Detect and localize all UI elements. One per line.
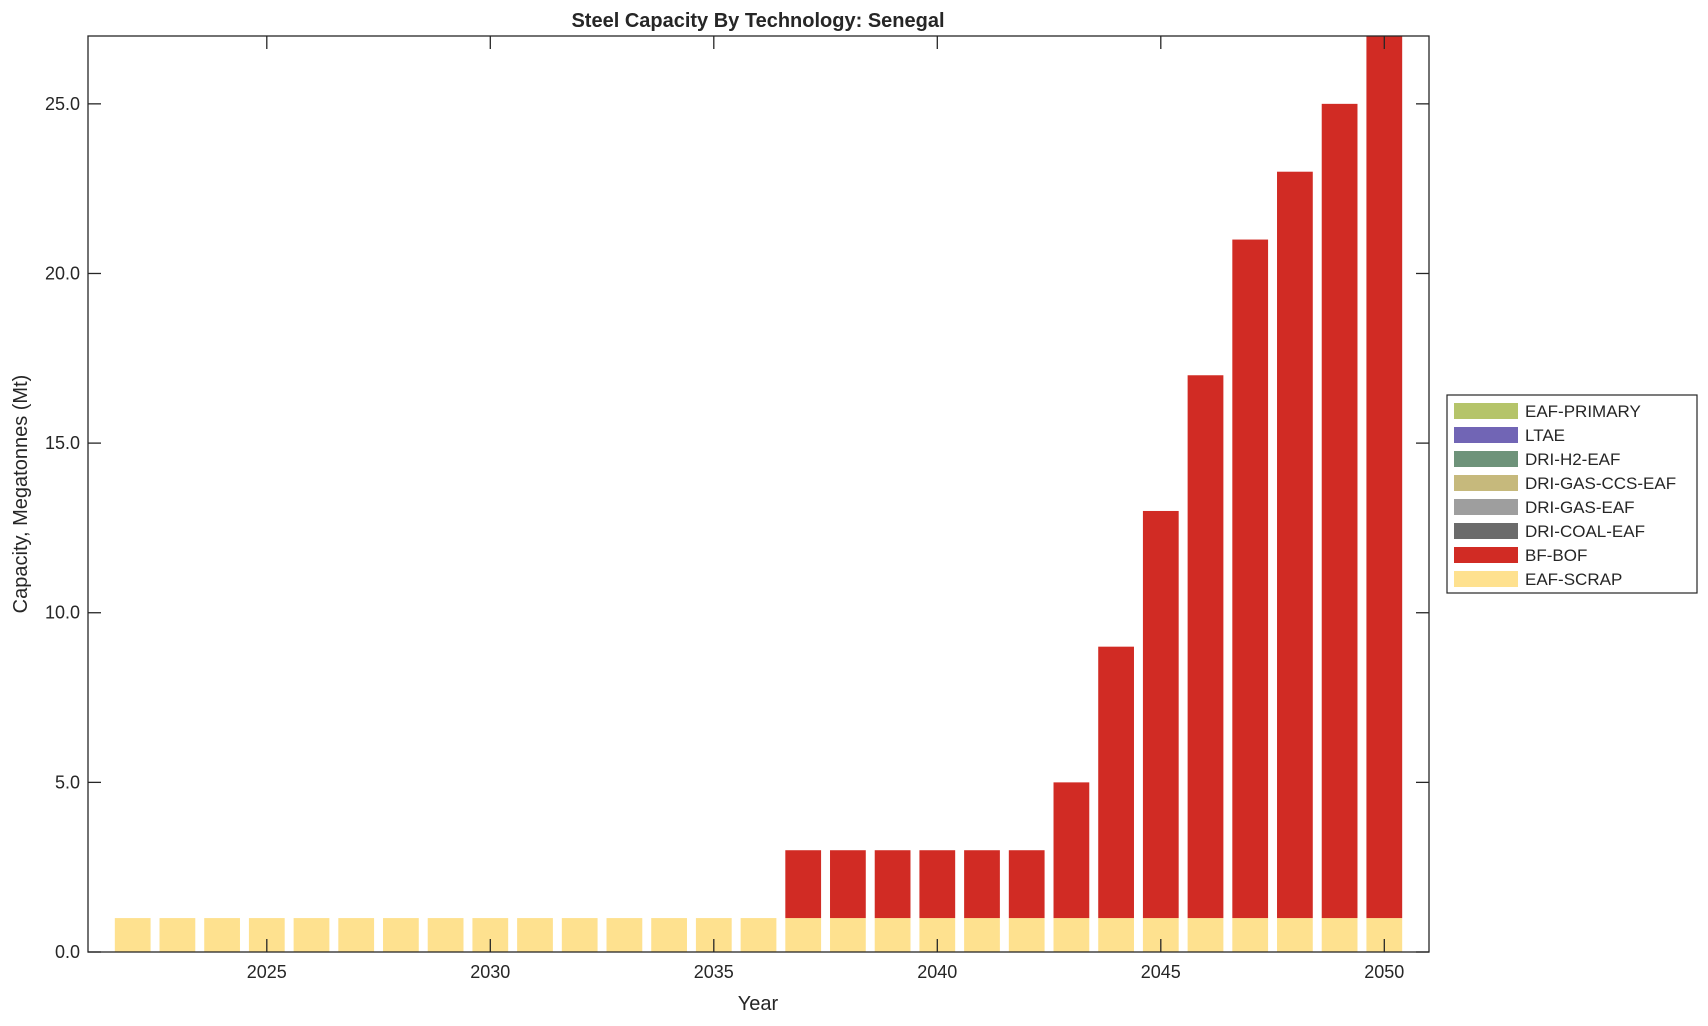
legend-label: BF-BOF xyxy=(1525,546,1587,565)
bar-bf-bof-2050 xyxy=(1366,36,1403,919)
legend-label: EAF-SCRAP xyxy=(1525,570,1622,589)
legend-swatch-bf-bof xyxy=(1454,547,1518,563)
bar-bf-bof-2049 xyxy=(1321,103,1358,919)
plot-frame xyxy=(87,35,1430,953)
bar-eaf-scrap-2047 xyxy=(1232,918,1269,952)
bar-eaf-scrap-2027 xyxy=(338,918,375,952)
bar-eaf-scrap-2029 xyxy=(427,918,464,952)
legend-swatch-dri-gas-ccs-eaf xyxy=(1454,475,1518,491)
bar-eaf-scrap-2034 xyxy=(651,918,687,952)
bar-bf-bof-2046 xyxy=(1187,375,1224,919)
y-tick-label: 20.0 xyxy=(45,263,80,283)
y-axis-label: Capacity, Megatonnes (Mt) xyxy=(10,375,32,614)
bar-eaf-scrap-2043 xyxy=(1053,918,1090,952)
x-tick-label: 2030 xyxy=(470,962,510,982)
bar-eaf-scrap-2037 xyxy=(785,918,822,952)
axes-group: 2025 2030 2035 2040 2045 2050 0.0 5.0 10.0 15.0 20… xyxy=(45,35,1430,982)
x-tick-label: 2025 xyxy=(247,962,287,982)
bar-bf-bof-2044 xyxy=(1098,646,1134,919)
x-tick-label: 2040 xyxy=(917,962,957,982)
bar-bf-bof-2038 xyxy=(830,850,866,919)
y-tick-label: 10.0 xyxy=(45,603,80,623)
bar-eaf-scrap-2048 xyxy=(1277,918,1313,952)
bar-eaf-scrap-2038 xyxy=(830,918,866,952)
y-tick-label: 25.0 xyxy=(45,94,80,114)
bar-bf-bof-2045 xyxy=(1142,510,1179,919)
legend-label: DRI-GAS-EAF xyxy=(1525,498,1635,517)
y-tick-label: 15.0 xyxy=(45,433,80,453)
x-axis-label: Year xyxy=(738,993,779,1015)
legend-label: LTAE xyxy=(1525,426,1565,445)
bar-eaf-scrap-2028 xyxy=(383,918,419,952)
bar-bf-bof-2047 xyxy=(1232,239,1269,919)
x-tick-label: 2045 xyxy=(1141,962,1181,982)
legend-label: DRI-GAS-CCS-EAF xyxy=(1525,474,1676,493)
bar-eaf-scrap-2044 xyxy=(1098,918,1134,952)
bar-eaf-scrap-2042 xyxy=(1008,918,1045,952)
legend-swatch-ltae xyxy=(1454,427,1518,443)
bar-eaf-scrap-2024 xyxy=(204,918,240,952)
legend-swatch-eaf-primary xyxy=(1454,403,1518,419)
x-tick-label: 2035 xyxy=(694,962,734,982)
bar-bf-bof-2042 xyxy=(1008,850,1045,919)
y-tick-label: 5.0 xyxy=(55,772,80,792)
legend-swatch-eaf-scrap xyxy=(1454,571,1518,587)
bar-bf-bof-2041 xyxy=(964,850,1000,919)
x-tick-label: 2050 xyxy=(1364,962,1404,982)
legend-label: DRI-COAL-EAF xyxy=(1525,522,1645,541)
bar-eaf-scrap-2031 xyxy=(517,918,553,952)
bars-group xyxy=(114,36,1403,952)
bar-eaf-scrap-2026 xyxy=(293,918,330,952)
bar-eaf-scrap-2022 xyxy=(114,918,151,952)
bar-eaf-scrap-2033 xyxy=(606,918,643,952)
bar-eaf-scrap-2036 xyxy=(740,918,777,952)
legend: EAF-PRIMARY LTAE DRI-H2-EAF DRI-GAS-CCS-EAF… xyxy=(1446,394,1698,594)
bar-bf-bof-2040 xyxy=(919,850,956,919)
y-tick-label: 0.0 xyxy=(55,942,80,962)
legend-swatch-dri-h2-eaf xyxy=(1454,451,1518,467)
legend-swatch-dri-gas-eaf xyxy=(1454,499,1518,515)
bar-eaf-scrap-2049 xyxy=(1321,918,1358,952)
legend-label: DRI-H2-EAF xyxy=(1525,450,1620,469)
bar-eaf-scrap-2032 xyxy=(561,918,598,952)
bar-eaf-scrap-2023 xyxy=(159,918,196,952)
bar-bf-bof-2039 xyxy=(874,850,911,919)
legend-label: EAF-PRIMARY xyxy=(1525,402,1641,421)
legend-swatch-dri-coal-eaf xyxy=(1454,523,1518,539)
bar-bf-bof-2037 xyxy=(785,850,822,919)
chart-title: Steel Capacity By Technology: Senegal xyxy=(571,10,944,32)
bar-eaf-scrap-2046 xyxy=(1187,918,1224,952)
bar-bf-bof-2048 xyxy=(1277,171,1313,919)
bar-eaf-scrap-2039 xyxy=(874,918,911,952)
bar-eaf-scrap-2041 xyxy=(964,918,1000,952)
bar-bf-bof-2043 xyxy=(1053,782,1090,919)
